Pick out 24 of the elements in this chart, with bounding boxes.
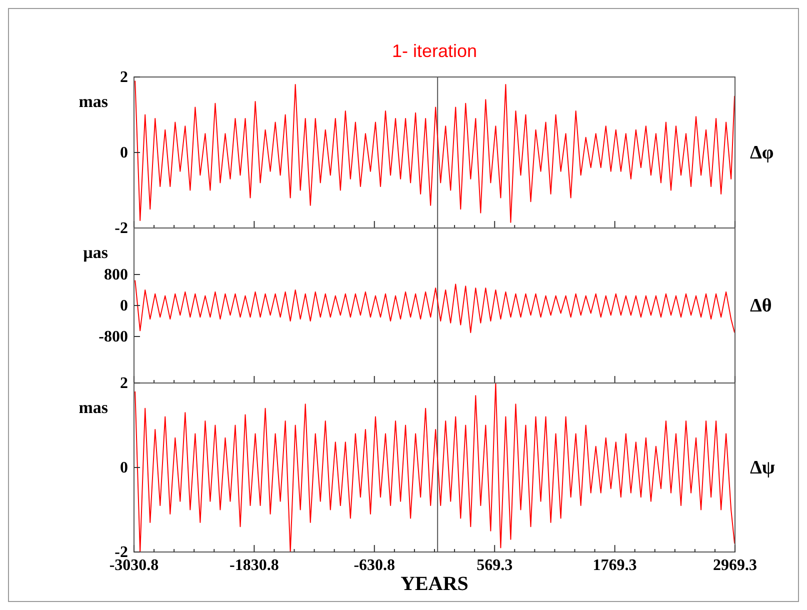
x-tick-label: -1830.8	[230, 557, 279, 574]
x-tick-label: -630.8	[354, 557, 396, 574]
y-tick-label: 800	[104, 266, 128, 284]
chart-title: 1- iteration	[392, 41, 478, 61]
y2-axis-title: Δφ	[750, 142, 774, 164]
y-axis-title: mas	[78, 398, 108, 417]
y2-axis-title: Δψ	[750, 458, 775, 478]
x-tick-label: 569.3	[476, 557, 513, 574]
y-axis-title: mas	[78, 92, 108, 111]
line-series	[134, 80, 736, 223]
y-tick-label: 0	[120, 298, 128, 314]
x-tick-label: 2969.3	[713, 557, 757, 574]
y-axis-title: µas	[83, 243, 108, 262]
y2-axis-title: Δθ	[750, 296, 772, 316]
x-axis-title: YEARS	[400, 573, 468, 595]
x-tick-label: -3030.8	[109, 557, 159, 574]
x-tick-label: 1769.3	[592, 557, 637, 574]
line-series	[134, 280, 736, 334]
y-tick-label: -2	[114, 220, 128, 237]
y-tick-label: 2	[120, 69, 128, 86]
y-tick-label: 0	[120, 460, 128, 476]
y-tick-label: -800	[98, 328, 128, 346]
y-tick-label: 0	[120, 144, 128, 162]
y-tick-label: 2	[120, 375, 128, 392]
